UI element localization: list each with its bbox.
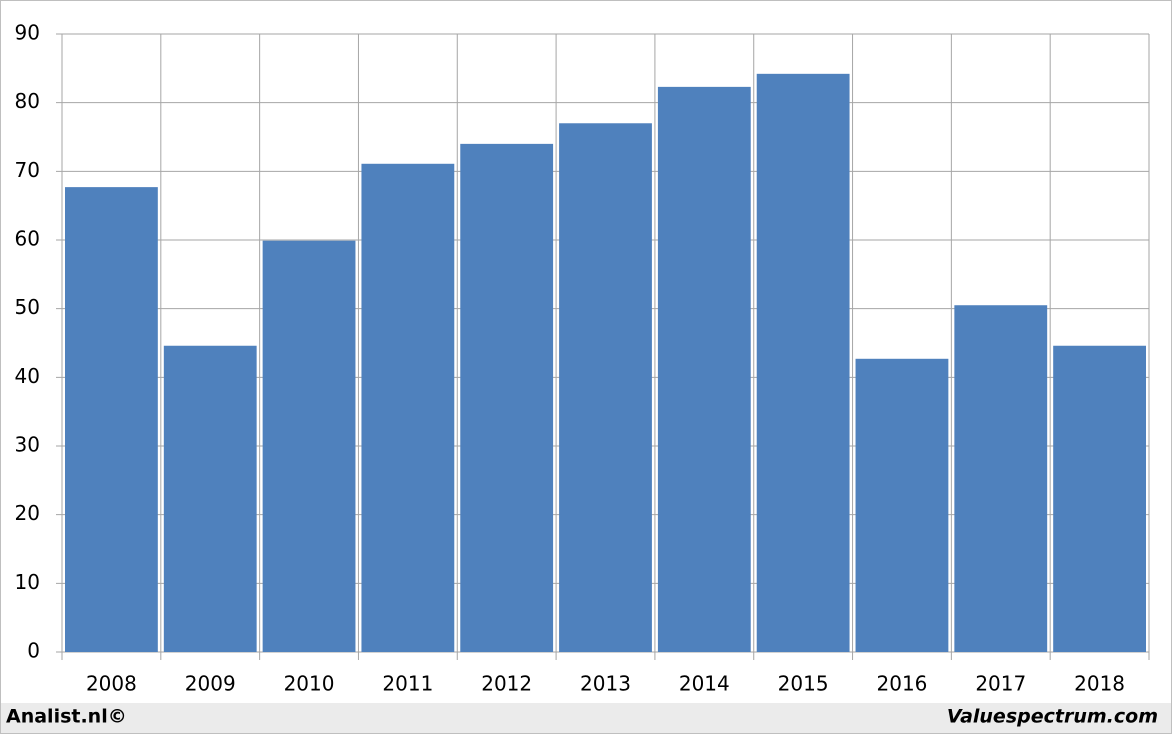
bar	[65, 187, 158, 653]
x-tick-label: 2016	[877, 672, 928, 696]
x-tick-label: 2013	[580, 672, 631, 696]
x-tick-label: 2014	[679, 672, 730, 696]
bar	[1053, 345, 1146, 652]
bar	[756, 73, 850, 653]
y-tick-label: 60	[15, 227, 40, 251]
footer-band	[1, 703, 1171, 733]
y-tick-label: 70	[15, 158, 40, 182]
x-tick-label: 2009	[185, 672, 236, 696]
y-tick-label: 30	[15, 433, 40, 457]
x-tick-label: 2008	[86, 672, 137, 696]
x-tick-label: 2017	[975, 672, 1026, 696]
footer-left: Analist.nl©	[6, 706, 127, 728]
bar	[262, 240, 356, 653]
x-tick-label: 2015	[778, 672, 829, 696]
x-tick-label: 2012	[481, 672, 532, 696]
y-tick-label: 40	[15, 364, 40, 388]
y-tick-label: 0	[27, 639, 40, 663]
footer-right: Valuespectrum.com	[947, 706, 1158, 728]
bar	[657, 86, 751, 652]
x-tick-label: 2011	[382, 672, 433, 696]
y-tick-label: 90	[15, 21, 40, 45]
y-tick-label: 50	[15, 295, 40, 319]
bar	[361, 163, 455, 652]
bar	[954, 305, 1048, 652]
y-tick-label: 10	[15, 570, 40, 594]
bar	[855, 358, 949, 652]
y-tick-label: 80	[15, 89, 40, 113]
x-tick-label: 2010	[284, 672, 335, 696]
bar	[559, 123, 652, 653]
bar	[460, 143, 554, 652]
bar	[163, 345, 257, 652]
y-tick-label: 20	[15, 501, 40, 525]
x-tick-label: 2018	[1074, 672, 1125, 696]
